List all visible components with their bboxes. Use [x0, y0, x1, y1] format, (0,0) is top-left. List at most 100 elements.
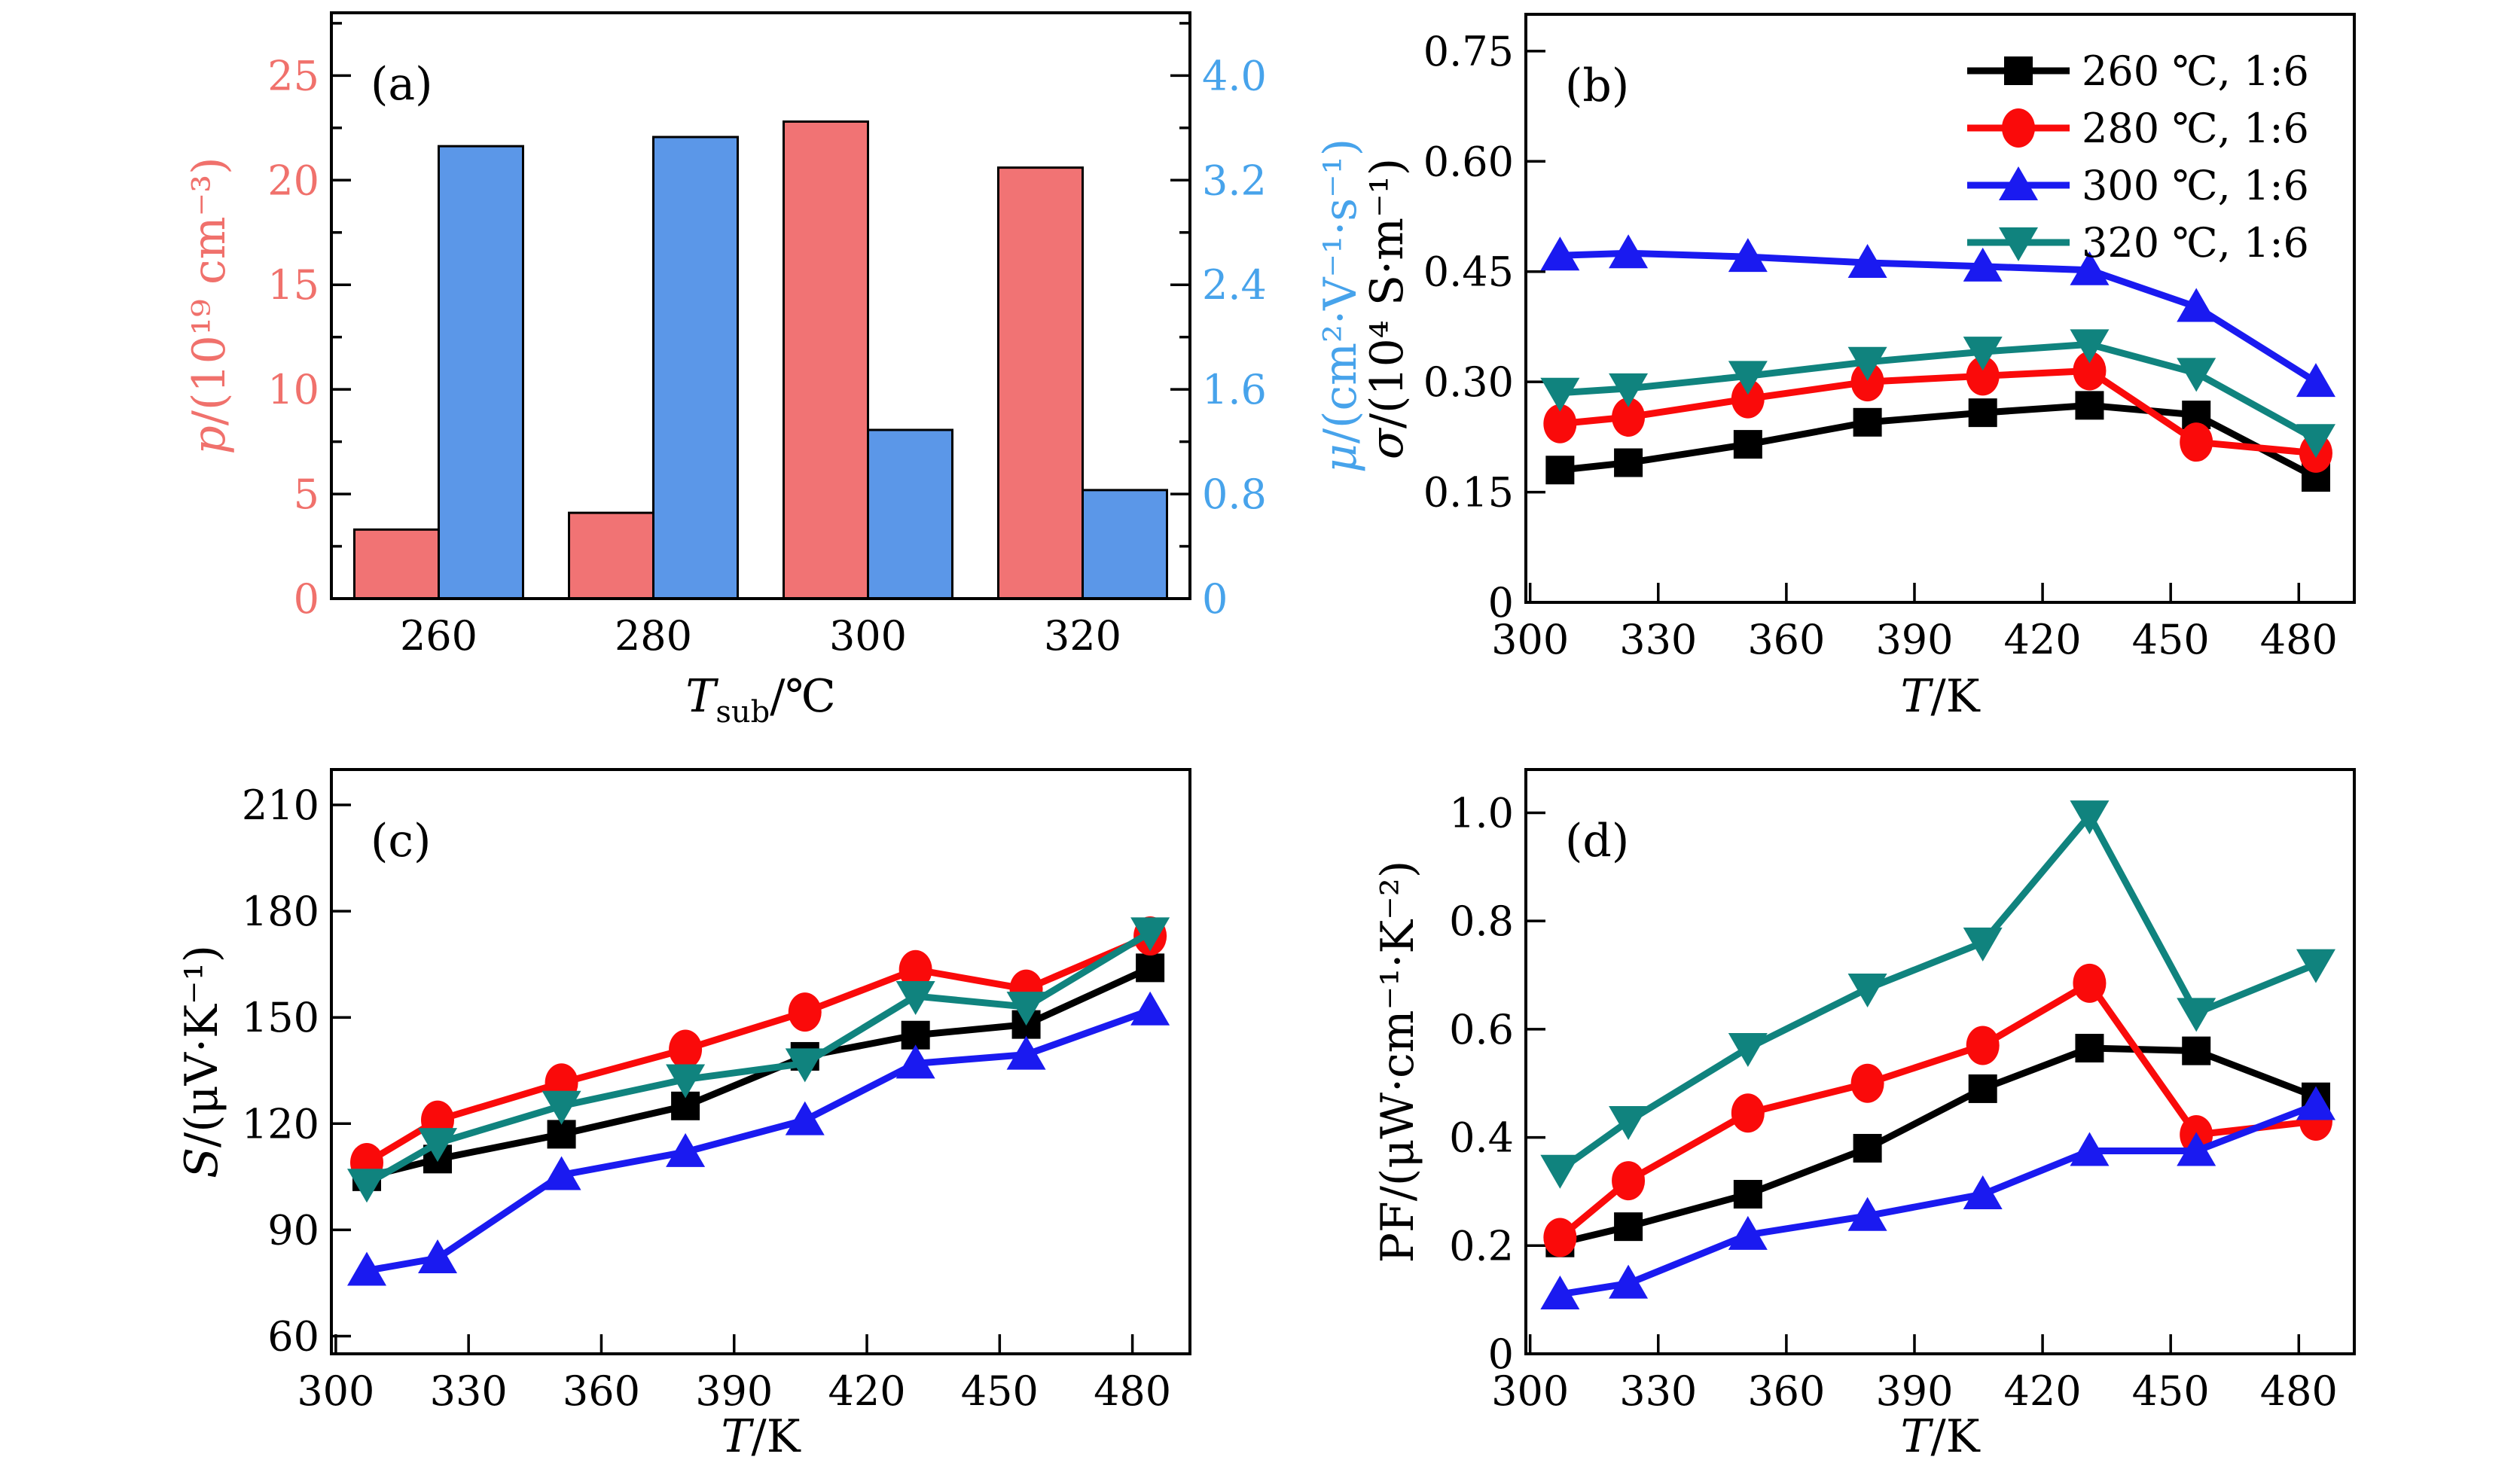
series-280C-marker	[2180, 422, 2213, 462]
bar-mu-260	[438, 145, 524, 600]
x-tick-label: 390	[1875, 1367, 1953, 1415]
y-tick-label: 25	[267, 52, 319, 99]
series-260C-marker	[1136, 953, 1165, 983]
y-tick-label: 1.6	[1202, 366, 1267, 413]
y-tick-label: 0.60	[1423, 138, 1514, 185]
x-tick-label: 300	[297, 1367, 374, 1415]
x-tick-label: 420	[828, 1367, 905, 1415]
series-320C-marker	[1963, 927, 2003, 962]
series-320C-marker	[1130, 917, 1170, 952]
series-320C-marker	[418, 1128, 458, 1163]
series-280C-marker	[2073, 963, 2107, 1003]
x-tick-label: 480	[1094, 1367, 1171, 1415]
panel-b-letter: (b)	[1565, 59, 1629, 112]
x-tick-label: 300	[1491, 616, 1569, 663]
series-280C-marker	[2073, 351, 2107, 391]
y-tick-label: 0.30	[1423, 358, 1514, 406]
series-300C-marker	[2177, 288, 2216, 322]
panel-b-x-axis: 300 330 360 390 420 450 480	[1491, 583, 2338, 663]
series-300C-marker	[2070, 251, 2110, 285]
panel-a: 0 5 10 15 20 25 0 0.8 1.6 2.4 3.2 4.0 260 280 300 320 (a…	[183, 11, 1367, 730]
panel-b-frame	[1524, 13, 2356, 604]
panel-d-y-axis: 0 0.2 0.4 0.6 0.8 1.0	[1449, 789, 1545, 1378]
series-320C-marker	[542, 1090, 581, 1125]
series-300C-marker	[1847, 243, 1887, 278]
y-tick-label: 120	[242, 1100, 319, 1148]
panel-a-right-axis-label: μ/(cm²·V⁻¹·s⁻¹)	[1314, 139, 1367, 473]
panel-a-right-axis: 0 0.8 1.6 2.4 3.2 4.0	[1170, 22, 1267, 623]
series-300C-marker	[1609, 1264, 1649, 1299]
panel-a-left-axis-label: p/(10¹⁹ cm⁻³)	[183, 157, 236, 454]
panel-c-frame	[330, 768, 1191, 1355]
y-tick-label: 0.45	[1423, 248, 1514, 296]
series-320C-marker	[347, 1169, 387, 1203]
x-tick-label: 360	[1747, 616, 1825, 663]
series-300C-marker	[895, 1044, 935, 1079]
bar-p-280	[568, 511, 654, 600]
panel-c-x-axis: 300 330 360 390 420 450 480	[297, 1334, 1171, 1415]
series-300C-marker	[1728, 1215, 1768, 1250]
x-tick-label: 330	[430, 1367, 508, 1415]
x-tick-label: 330	[1619, 1367, 1697, 1415]
series-300C-marker	[418, 1239, 458, 1274]
series-260C-marker	[2075, 391, 2104, 420]
series-320C-marker	[1728, 1033, 1768, 1068]
y-tick-label: 60	[267, 1312, 319, 1360]
y-tick-label: 210	[242, 782, 319, 829]
series-300C-marker	[1006, 1035, 1046, 1070]
panel-d-letter: (d)	[1565, 815, 1629, 867]
series-280C-marker	[669, 1029, 703, 1069]
series-260C-marker	[1853, 407, 1882, 437]
bar-p-320	[997, 166, 1084, 600]
series-320C	[347, 917, 1170, 1203]
bars	[353, 120, 1168, 600]
series-260C-marker	[1733, 430, 1762, 459]
y-tick-label: 180	[242, 888, 319, 935]
series-300C-marker	[1540, 1275, 1580, 1309]
series-300C	[1540, 1086, 2335, 1309]
y-tick-label: 0.8	[1449, 898, 1514, 945]
series-300C-marker	[1847, 1196, 1887, 1231]
series-320C-marker	[1847, 346, 1887, 381]
panel-c-y-axis-label: S/(μV·K⁻¹)	[175, 945, 228, 1178]
series-320C-marker	[2177, 358, 2216, 392]
y-tick-label: 20	[267, 157, 319, 204]
series-320C-marker	[1540, 1154, 1580, 1189]
legend-item-label: 260 ℃, 1:6	[2082, 47, 2309, 95]
series-300C-marker	[1609, 234, 1649, 269]
series-300C-line	[366, 1007, 1152, 1274]
series-320C	[1540, 329, 2335, 459]
series-260C-marker	[1733, 1180, 1762, 1209]
y-tick-label: 0.2	[1449, 1222, 1514, 1269]
series-320C-line	[1560, 340, 2318, 443]
series-260C-marker	[1968, 398, 1997, 428]
series-280C-marker	[1543, 404, 1577, 443]
series-280C-marker	[788, 992, 822, 1032]
x-tick-label: 320	[1044, 612, 1121, 660]
series-300C-line	[1560, 249, 2318, 385]
bar-p-300	[783, 120, 869, 600]
y-tick-label: 1.0	[1449, 789, 1514, 837]
series-260C-marker	[1968, 1074, 1997, 1103]
panel-b: 300 330 360 390 420 450 480 0 0.15 0.30 0.45 0.60 0.…	[1361, 13, 2356, 723]
panel-d: 300 330 360 390 420 450 480 0 0.2 0.4 0.6 0.8 1.0 (d)…	[1371, 768, 2356, 1463]
legend-marker-triangle-up	[1999, 166, 2038, 200]
series-320C-marker	[2296, 949, 2335, 983]
x-tick-label: 450	[2132, 616, 2210, 663]
x-tick-label: 390	[695, 1367, 773, 1415]
series-300C-marker	[1728, 238, 1768, 273]
x-tick-label: 330	[1619, 616, 1697, 663]
y-tick-label: 0.75	[1423, 28, 1514, 75]
series-320C	[1540, 800, 2335, 1189]
series-260C-marker	[1853, 1133, 1882, 1163]
legend-item-300C: 300 ℃, 1:6	[1967, 162, 2309, 209]
series-320C-marker	[1963, 337, 2003, 371]
series-320C-marker	[1609, 373, 1649, 407]
panel-b-y-axis: 0 0.15 0.30 0.45 0.60 0.75	[1423, 28, 1545, 626]
legend-item-label: 300 ℃, 1:6	[2082, 162, 2309, 209]
y-tick-label: 0	[294, 575, 319, 623]
bar-p-260	[353, 528, 440, 600]
x-tick-label: 480	[2260, 1367, 2338, 1415]
